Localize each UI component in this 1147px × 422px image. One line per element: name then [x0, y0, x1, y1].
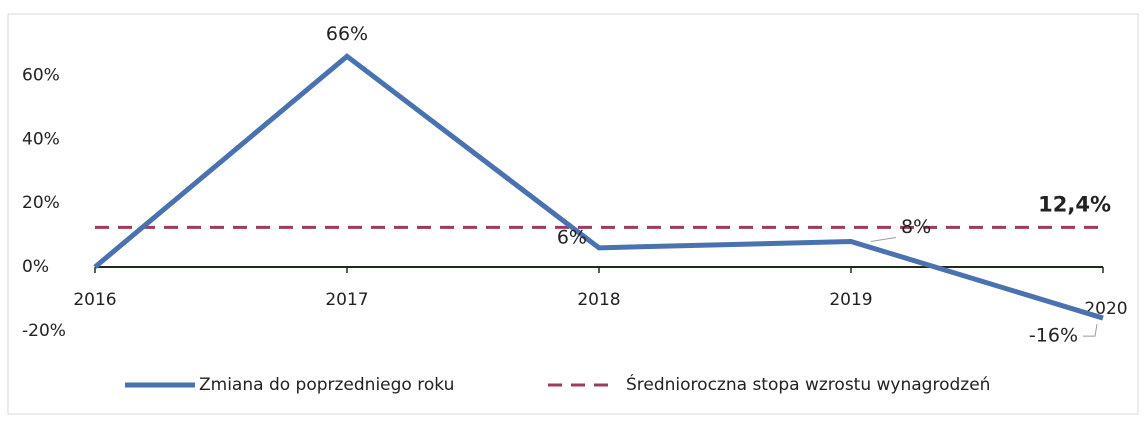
y-tick-label: -20%	[22, 321, 66, 341]
data-line	[93, 53, 1104, 321]
data-label: -16%	[1029, 325, 1078, 347]
data-label: 6%	[557, 226, 587, 248]
legend-label: Średnioroczna stopa wzrostu wynagrodzeń	[626, 373, 990, 395]
y-tick-label: 20%	[22, 193, 60, 213]
leader-line	[1083, 323, 1098, 337]
data-label: 8%	[901, 216, 931, 238]
y-tick-label: 40%	[22, 129, 60, 149]
leader-line	[870, 236, 897, 242]
reference-label: 12,4%	[1038, 192, 1111, 216]
y-tick-label: 0%	[22, 257, 49, 277]
data-label: 66%	[326, 23, 368, 45]
x-tick-label: 2017	[325, 290, 368, 310]
x-tick-label: 2018	[577, 290, 620, 310]
y-tick-label: 60%	[22, 65, 60, 85]
x-tick-label: 2016	[73, 290, 116, 310]
legend-label: Zmiana do poprzedniego roku	[199, 375, 454, 395]
x-tick-label: 2019	[829, 290, 872, 310]
chart-frame	[7, 13, 1139, 415]
